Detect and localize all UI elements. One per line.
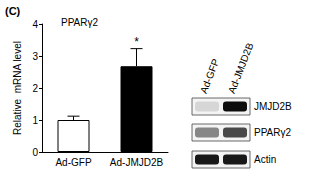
svg-text:2: 2 <box>32 83 38 94</box>
svg-text:Ad-GFP: Ad-GFP <box>198 57 221 95</box>
svg-text:Ad-GFP: Ad-GFP <box>55 157 91 168</box>
svg-text:4: 4 <box>32 19 38 30</box>
svg-text:Relative mRNA level: Relative mRNA level <box>12 41 23 135</box>
svg-text:(C): (C) <box>5 5 21 17</box>
svg-text:Ad-JMJD2B: Ad-JMJD2B <box>226 41 256 95</box>
svg-text:*: * <box>134 35 139 49</box>
svg-text:PPARγ2: PPARγ2 <box>61 17 98 28</box>
svg-text:PPARγ2: PPARγ2 <box>254 127 291 138</box>
svg-text:1: 1 <box>32 115 38 126</box>
svg-text:3: 3 <box>32 51 38 62</box>
svg-text:JMJD2B: JMJD2B <box>254 101 292 112</box>
svg-text:0: 0 <box>32 147 38 158</box>
svg-text:Actin: Actin <box>254 154 276 165</box>
svg-text:Ad-JMJD2B: Ad-JMJD2B <box>110 157 164 168</box>
